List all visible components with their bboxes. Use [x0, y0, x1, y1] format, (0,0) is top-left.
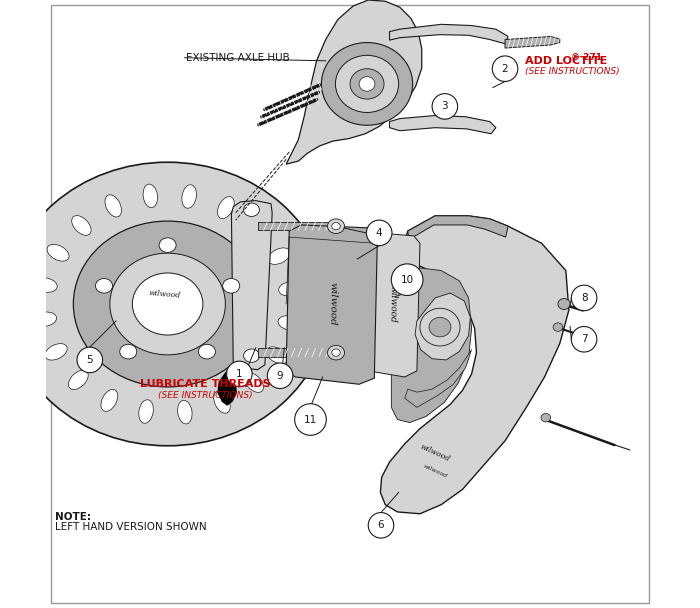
Text: ® 271: ® 271: [570, 54, 602, 62]
Polygon shape: [286, 225, 377, 384]
Text: 1: 1: [236, 369, 243, 379]
Text: EXISTING AXLE HUB: EXISTING AXLE HUB: [186, 53, 290, 63]
Text: 6: 6: [378, 520, 384, 530]
Ellipse shape: [244, 373, 263, 392]
Ellipse shape: [541, 413, 551, 422]
Ellipse shape: [332, 223, 340, 230]
Ellipse shape: [178, 400, 192, 424]
Ellipse shape: [6, 162, 329, 446]
Circle shape: [571, 285, 597, 311]
Circle shape: [571, 326, 597, 352]
Text: 9: 9: [276, 371, 284, 381]
Ellipse shape: [553, 323, 563, 331]
Ellipse shape: [328, 219, 344, 233]
Circle shape: [368, 513, 394, 538]
Text: wilwood: wilwood: [388, 285, 398, 323]
Ellipse shape: [328, 345, 344, 360]
Polygon shape: [391, 268, 472, 423]
Ellipse shape: [143, 184, 158, 208]
Text: LUBRICATE THREADS: LUBRICATE THREADS: [140, 379, 271, 389]
Circle shape: [267, 363, 293, 389]
Ellipse shape: [45, 344, 67, 360]
Text: wilwood: wilwood: [422, 463, 448, 479]
Ellipse shape: [244, 203, 260, 216]
Circle shape: [366, 220, 392, 246]
Circle shape: [227, 361, 252, 387]
Polygon shape: [415, 293, 470, 360]
Polygon shape: [389, 24, 508, 44]
Polygon shape: [380, 216, 569, 514]
Ellipse shape: [420, 308, 460, 346]
Text: wilwood: wilwood: [328, 282, 338, 326]
Ellipse shape: [558, 299, 570, 309]
Ellipse shape: [218, 196, 234, 219]
Text: (SEE INSTRUCTIONS): (SEE INSTRUCTIONS): [158, 391, 253, 399]
Ellipse shape: [429, 317, 451, 337]
Ellipse shape: [69, 370, 88, 390]
Text: NOTE:: NOTE:: [55, 512, 91, 522]
Polygon shape: [505, 36, 560, 48]
Ellipse shape: [332, 349, 340, 356]
Ellipse shape: [74, 221, 262, 387]
Ellipse shape: [244, 349, 260, 362]
Ellipse shape: [159, 238, 176, 252]
Text: 10: 10: [400, 275, 414, 285]
Ellipse shape: [71, 216, 91, 235]
Ellipse shape: [139, 400, 153, 423]
Ellipse shape: [359, 77, 375, 91]
Ellipse shape: [278, 316, 302, 330]
Ellipse shape: [34, 278, 57, 292]
Ellipse shape: [266, 347, 288, 364]
Ellipse shape: [105, 195, 122, 217]
Ellipse shape: [198, 344, 216, 359]
Text: 4: 4: [376, 228, 382, 238]
Ellipse shape: [132, 273, 203, 335]
Text: 7: 7: [581, 334, 587, 344]
Circle shape: [77, 347, 102, 373]
Text: 2: 2: [502, 64, 508, 74]
Polygon shape: [364, 232, 420, 377]
FancyBboxPatch shape: [258, 348, 329, 357]
Circle shape: [432, 94, 458, 119]
Polygon shape: [408, 216, 508, 240]
Ellipse shape: [350, 69, 384, 99]
Polygon shape: [218, 371, 237, 405]
Ellipse shape: [279, 282, 302, 296]
Ellipse shape: [120, 344, 136, 359]
Circle shape: [492, 56, 518, 81]
Text: 3: 3: [442, 102, 448, 111]
Ellipse shape: [436, 105, 444, 111]
Ellipse shape: [223, 278, 239, 293]
Polygon shape: [405, 350, 472, 407]
Text: (SEE INSTRUCTIONS): (SEE INSTRUCTIONS): [525, 67, 620, 76]
Text: 11: 11: [304, 415, 317, 424]
Text: wilwood: wilwood: [148, 289, 181, 300]
Polygon shape: [286, 0, 421, 164]
Ellipse shape: [268, 248, 290, 264]
Polygon shape: [389, 116, 496, 134]
Text: LEFT HAND VERSION SHOWN: LEFT HAND VERSION SHOWN: [55, 522, 206, 532]
Ellipse shape: [110, 253, 225, 355]
Circle shape: [295, 404, 326, 435]
Ellipse shape: [47, 244, 69, 261]
Text: ADD LOCTITE: ADD LOCTITE: [525, 56, 608, 66]
Circle shape: [391, 264, 423, 295]
Ellipse shape: [182, 185, 197, 208]
Text: 5: 5: [87, 355, 93, 365]
Text: wilwood: wilwood: [419, 443, 452, 463]
Ellipse shape: [321, 43, 412, 125]
Ellipse shape: [247, 218, 267, 238]
Ellipse shape: [214, 391, 230, 413]
Ellipse shape: [33, 312, 57, 326]
FancyBboxPatch shape: [258, 222, 329, 230]
Ellipse shape: [335, 55, 398, 112]
Ellipse shape: [101, 389, 118, 412]
Ellipse shape: [95, 278, 113, 293]
Polygon shape: [232, 201, 272, 370]
Text: 8: 8: [581, 293, 587, 303]
Ellipse shape: [433, 102, 447, 114]
